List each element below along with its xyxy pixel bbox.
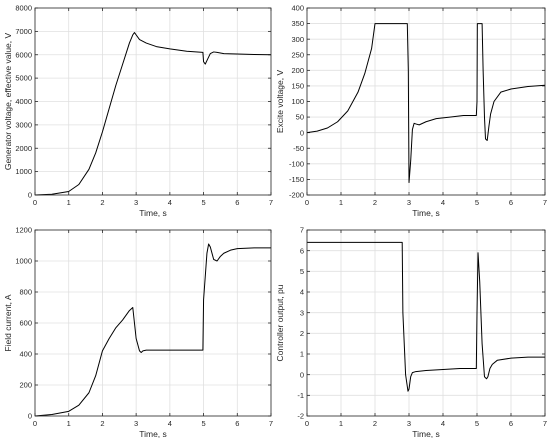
x-tick-label: 3: [407, 198, 411, 207]
x-tick-label: 3: [407, 419, 411, 428]
x-tick-label: 7: [543, 198, 547, 207]
y-tick-label: -2: [297, 412, 304, 421]
x-tick-label: 5: [201, 198, 205, 207]
x-tick-label: 0: [305, 198, 309, 207]
x-tick-label: 5: [201, 419, 205, 428]
x-tick-label: 1: [67, 419, 71, 428]
y-tick-label: 8000: [15, 4, 32, 13]
x-axis-label: Time, s: [139, 429, 167, 439]
x-tick-label: 6: [509, 198, 513, 207]
y-axis-label: Controller output, pu: [275, 284, 285, 361]
y-tick-label: 4000: [15, 97, 32, 106]
y-tick-label: -50: [293, 144, 304, 153]
y-tick-label: 100: [291, 97, 304, 106]
y-tick-label: 6000: [15, 50, 32, 59]
y-axis-label: Generator voltage, effective value, V: [3, 33, 13, 171]
x-axis-label: Time, s: [412, 429, 440, 439]
y-tick-label: 5000: [15, 74, 32, 83]
x-tick-label: 0: [33, 198, 37, 207]
y-tick-label: 6: [300, 246, 304, 255]
x-tick-label: 1: [339, 198, 343, 207]
plot-area: [307, 230, 545, 416]
y-tick-label: -150: [289, 175, 304, 184]
y-tick-label: 7: [300, 226, 304, 235]
y-tick-label: -200: [289, 191, 304, 200]
x-axis-label: Time, s: [412, 208, 440, 218]
y-tick-label: 350: [291, 19, 304, 28]
y-tick-label: 1200: [15, 226, 32, 235]
y-tick-label: 600: [19, 319, 32, 328]
x-tick-label: 2: [100, 419, 104, 428]
x-tick-label: 0: [33, 419, 37, 428]
y-tick-label: 200: [19, 381, 32, 390]
y-tick-label: 200: [291, 66, 304, 75]
y-tick-label: 400: [291, 4, 304, 13]
chart-panel-2: 0 1 2 3 4 5 6 7 -200 -150 -100 -50 0 50 100 150 200 250 30…: [275, 4, 547, 218]
x-tick-label: 7: [269, 198, 273, 207]
y-tick-label: 800: [19, 288, 32, 297]
x-tick-label: 1: [339, 419, 343, 428]
x-tick-label: 6: [235, 419, 239, 428]
x-tick-label: 5: [475, 419, 479, 428]
y-tick-label: 5: [300, 267, 304, 276]
x-tick-label: 3: [134, 419, 138, 428]
x-tick-label: 3: [134, 198, 138, 207]
x-tick-label: 2: [100, 198, 104, 207]
y-tick-label: 7000: [15, 27, 32, 36]
x-tick-label: 0: [305, 419, 309, 428]
y-tick-label: 3: [300, 308, 304, 317]
y-tick-label: 150: [291, 82, 304, 91]
y-tick-label: 50: [296, 113, 304, 122]
y-axis-label: Field current, A: [3, 294, 13, 351]
x-tick-label: 7: [269, 419, 273, 428]
x-tick-label: 7: [543, 419, 547, 428]
plot-frame: [306, 7, 546, 196]
y-tick-label: 400: [19, 350, 32, 359]
x-tick-label: 4: [441, 198, 445, 207]
y-tick-label: -1: [297, 391, 304, 400]
y-tick-label: 4: [300, 288, 304, 297]
y-tick-label: 3000: [15, 120, 32, 129]
x-tick-label: 2: [373, 419, 377, 428]
y-tick-label: 1000: [15, 257, 32, 266]
series-line-1: [306, 23, 546, 184]
y-tick-label: 300: [291, 35, 304, 44]
x-tick-label: 6: [235, 198, 239, 207]
y-tick-label: 250: [291, 50, 304, 59]
y-tick-label: 1000: [15, 167, 32, 176]
y-tick-label: 1: [300, 350, 304, 359]
series-line-1: [307, 241, 545, 392]
y-tick-label: -100: [289, 159, 304, 168]
x-tick-label: 4: [168, 419, 172, 428]
y-tick-label: 2: [300, 329, 304, 338]
x-tick-label: 1: [67, 198, 71, 207]
x-tick-label: 4: [168, 198, 172, 207]
chart-panel-3: 0 1 2 3 4 5 6 7 0 200 400 600 800 1000 1200 Time, s Fiel…: [3, 226, 273, 439]
x-tick-label: 4: [441, 419, 445, 428]
x-axis-label: Time, s: [139, 208, 167, 218]
y-tick-label: 0: [300, 128, 304, 137]
plot-frame: [306, 229, 546, 417]
x-tick-label: 5: [475, 198, 479, 207]
plot-frame: [34, 7, 272, 196]
y-tick-label: 0: [28, 412, 32, 421]
y-tick-label: 0: [300, 370, 304, 379]
y-tick-label: 0: [28, 191, 32, 200]
series-line-1: [34, 243, 271, 417]
x-tick-label: 6: [509, 419, 513, 428]
x-tick-label: 2: [373, 198, 377, 207]
chart-panel-4: 0 1 2 3 4 5 6 7 -2 -1 0 1 2 3 4 5 6 7 Time, s Controller ou…: [275, 226, 547, 439]
y-tick-label: 2000: [15, 144, 32, 153]
chart-panel-1: 0 1 2 3 4 5 6 7 0 1000 2000 3000 4000 5000 6000 7000 800…: [3, 4, 273, 218]
series-line-1: [34, 32, 272, 196]
y-axis-label: Excite voltage, V: [275, 70, 285, 134]
plot-frame: [34, 229, 272, 417]
